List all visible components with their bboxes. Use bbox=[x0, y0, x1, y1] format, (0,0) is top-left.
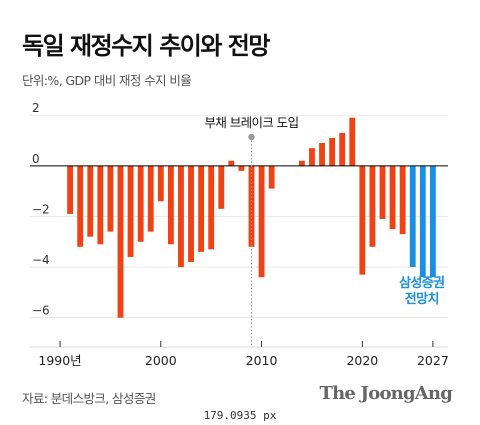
bar bbox=[147, 165, 154, 232]
annotation-marker bbox=[248, 133, 255, 141]
footnote: 179.0935 px bbox=[203, 409, 277, 422]
chart-title: 독일 재정수지 추이와 전망 bbox=[22, 32, 270, 60]
chart-subtitle: 단위:%, GDP 대비 재정 수지 비율 bbox=[22, 73, 192, 88]
y-tick-label: −6 bbox=[32, 304, 50, 318]
y-tick-label: 2 bbox=[32, 101, 40, 115]
bar bbox=[298, 160, 305, 166]
bar bbox=[127, 165, 134, 257]
bar bbox=[248, 165, 255, 247]
axis-layer: 2 0 −2 −4 −6 1990년 2000 2010 2020 2027 bbox=[30, 101, 449, 368]
bar bbox=[157, 165, 164, 202]
bars-layer bbox=[67, 117, 436, 318]
bar bbox=[188, 165, 194, 262]
bar bbox=[218, 165, 225, 209]
bar bbox=[359, 165, 366, 275]
bar bbox=[178, 165, 184, 268]
annotation-label: 부채 브레이크 도입 bbox=[205, 115, 299, 130]
bar bbox=[228, 160, 235, 166]
bar bbox=[107, 165, 114, 232]
bar bbox=[87, 165, 94, 237]
bar bbox=[238, 165, 245, 171]
forecast-bar bbox=[419, 165, 426, 278]
forecast-label: 삼성증권 bbox=[399, 275, 444, 291]
bar bbox=[349, 117, 356, 166]
bar bbox=[319, 143, 325, 166]
bar bbox=[258, 165, 265, 278]
bar bbox=[309, 148, 315, 166]
bar bbox=[137, 165, 144, 242]
y-tick-label: −2 bbox=[32, 202, 50, 216]
bar bbox=[67, 165, 74, 214]
bar bbox=[379, 165, 386, 219]
forecast-label: 전망치 bbox=[405, 291, 439, 307]
bar bbox=[389, 165, 396, 230]
bar bbox=[117, 165, 124, 318]
bar bbox=[329, 137, 336, 166]
bar bbox=[339, 132, 346, 166]
bar bbox=[399, 165, 406, 235]
x-tick-label: 2027 bbox=[417, 353, 449, 368]
forecast-bar bbox=[409, 165, 416, 268]
bar bbox=[167, 165, 174, 245]
publisher-logo: The JoongAng bbox=[319, 383, 453, 404]
source-note: 자료: 분데스방크, 삼성증권 bbox=[22, 391, 156, 406]
forecast-bar bbox=[429, 165, 436, 278]
bar bbox=[268, 165, 275, 189]
x-tick-label: 1990년 bbox=[38, 353, 81, 368]
x-tick-label: 2010 bbox=[246, 353, 278, 368]
x-tick-label: 2020 bbox=[346, 353, 378, 368]
bar bbox=[97, 165, 104, 245]
bar bbox=[77, 165, 84, 247]
y-tick-label: 0 bbox=[32, 152, 40, 166]
bar bbox=[369, 165, 376, 247]
y-tick-label: −4 bbox=[32, 253, 50, 267]
x-tick-label: 2000 bbox=[145, 353, 177, 368]
bar bbox=[198, 165, 205, 252]
bar bbox=[208, 165, 215, 250]
